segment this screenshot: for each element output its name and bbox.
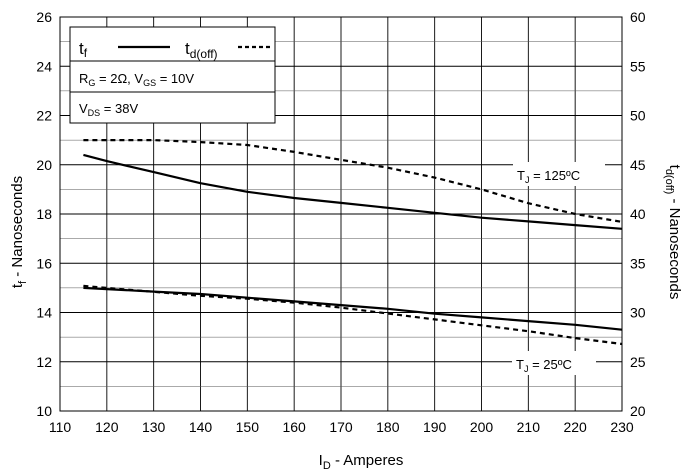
y-left-tick-labels: 10 12 14 16 18 20 22 24 26	[36, 9, 52, 419]
x-tick-label: 210	[517, 419, 541, 435]
svg-text:TJ = 125ºC: TJ = 125ºC	[517, 168, 580, 185]
x-tick-label: 170	[329, 419, 353, 435]
y-left-tick-label: 26	[36, 9, 52, 25]
y-left-tick-label: 24	[36, 58, 52, 74]
x-tick-label: 110	[49, 419, 72, 435]
series-group	[83, 139, 623, 346]
y-left-tick-label: 14	[36, 305, 52, 321]
x-tick-label: 160	[282, 419, 306, 435]
y-left-tick-label: 16	[36, 255, 52, 271]
y-right-tick-label: 40	[630, 206, 646, 222]
y-right-tick-label: 45	[630, 157, 646, 173]
y-right-tick-label: 25	[630, 354, 646, 370]
series-line-tdoff_125	[83, 139, 623, 223]
y-right-tick-label: 20	[630, 403, 646, 419]
legend-box	[69, 26, 276, 124]
series-line-tdoff_25	[83, 284, 623, 346]
y-right-tick-label: 50	[630, 108, 646, 124]
svg-text:TJ = 25ºC: TJ = 25ºC	[516, 357, 572, 374]
annotation-tj-25: TJ = 25ºC	[512, 351, 596, 375]
y-right-tick-labels: 20 25 30 35 40 45 50 55 60	[630, 9, 646, 419]
y-left-tick-label: 22	[36, 108, 52, 124]
annotation-tj-125: TJ = 125ºC	[513, 162, 605, 186]
series-line-tf_125	[83, 153, 623, 230]
y-left-tick-label: 18	[36, 206, 52, 222]
x-tick-label: 230	[610, 419, 634, 435]
plot-frame	[59, 16, 623, 412]
x-tick-label: 200	[470, 419, 494, 435]
y-right-tick-label: 35	[630, 255, 646, 271]
y-left-tick-label: 20	[36, 157, 52, 173]
y-right-tick-label: 55	[630, 58, 646, 74]
x-tick-label: 150	[236, 419, 260, 435]
x-tick-label: 130	[142, 419, 166, 435]
x-tick-label: 190	[423, 419, 447, 435]
legend-tf-label: tf	[79, 39, 88, 60]
legend: tf td(off) RG = 2Ω, VGS = 10V VDS = 38V	[69, 26, 276, 124]
y-left-tick-label: 10	[36, 403, 52, 419]
x-tick-labels: 110 120 130 140 150 160 170 180 190 200 210 220 230	[49, 419, 634, 435]
legend-conditions-vds: VDS = 38V	[79, 101, 138, 118]
x-tick-label: 180	[376, 419, 400, 435]
x-tick-label: 120	[95, 419, 119, 435]
x-tick-label: 220	[563, 419, 587, 435]
series-line-tf_25	[83, 286, 623, 331]
x-axis-title: ID - Amperes	[319, 452, 404, 469]
y-right-axis-title: td(off) - Nanoseconds	[663, 165, 683, 300]
x-tick-label: 140	[189, 419, 213, 435]
y-right-tick-label: 30	[630, 305, 646, 321]
y-left-tick-label: 12	[36, 354, 52, 370]
legend-conditions-rg-vgs: RG = 2Ω, VGS = 10V	[79, 71, 194, 88]
legend-tdoff-label: td(off)	[185, 39, 218, 61]
y-right-tick-label: 60	[630, 9, 646, 25]
y-left-axis-title: tf - Nanoseconds	[9, 176, 29, 288]
